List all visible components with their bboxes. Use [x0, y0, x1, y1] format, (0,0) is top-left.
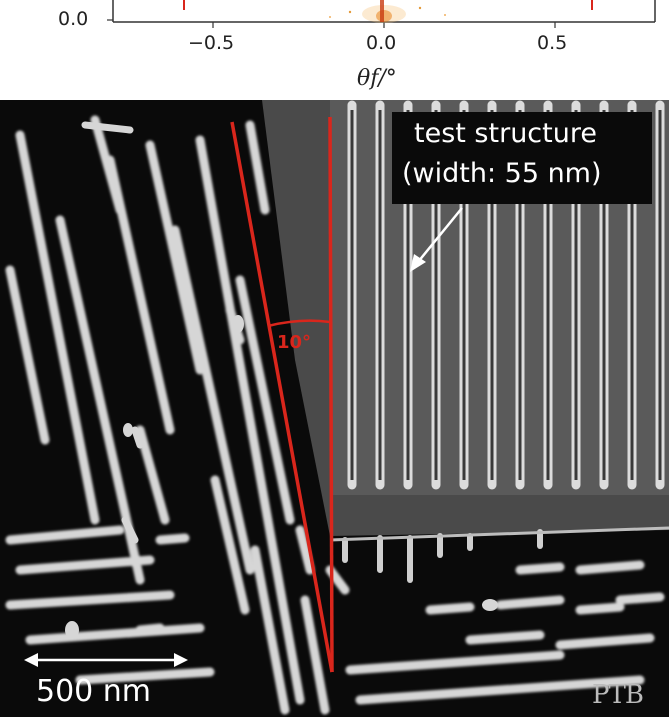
- test-structure-label-line1: test structure: [414, 118, 597, 149]
- angle-annotation: [230, 116, 334, 673]
- sem-micrograph: test structure (width: 55 nm) 10° 500 nm…: [0, 100, 669, 717]
- x-axis-label: θf/°: [357, 66, 397, 91]
- plot-frame: [107, 0, 656, 28]
- sem-image: [5, 100, 669, 715]
- angle-label: 10°: [277, 332, 312, 353]
- scale-bar: [24, 653, 188, 667]
- x-tick-label-neg: −0.5: [188, 32, 235, 54]
- y-tick-label: 0.0: [58, 8, 89, 30]
- diagonal-features: [5, 115, 330, 715]
- x-tick-label-pos: 0.5: [537, 32, 568, 54]
- caption-box: [392, 112, 652, 204]
- plot-strip: 0.0 −0.5 0.0 0.5 θf/°: [0, 0, 669, 100]
- x-tick-label-zero: 0.0: [366, 32, 397, 54]
- structure-drips: [342, 529, 543, 583]
- horizontal-features: [5, 525, 665, 705]
- ptb-watermark: PTB: [592, 680, 644, 710]
- scale-bar-label: 500 nm: [36, 674, 152, 709]
- test-structure-label-line2: (width: 55 nm): [402, 158, 602, 189]
- pointer-arrow: [410, 207, 463, 272]
- scatter-glow: [183, 0, 593, 23]
